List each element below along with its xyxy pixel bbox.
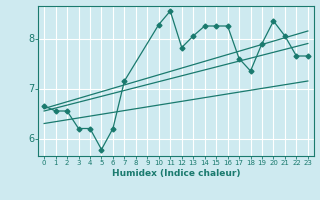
- X-axis label: Humidex (Indice chaleur): Humidex (Indice chaleur): [112, 169, 240, 178]
